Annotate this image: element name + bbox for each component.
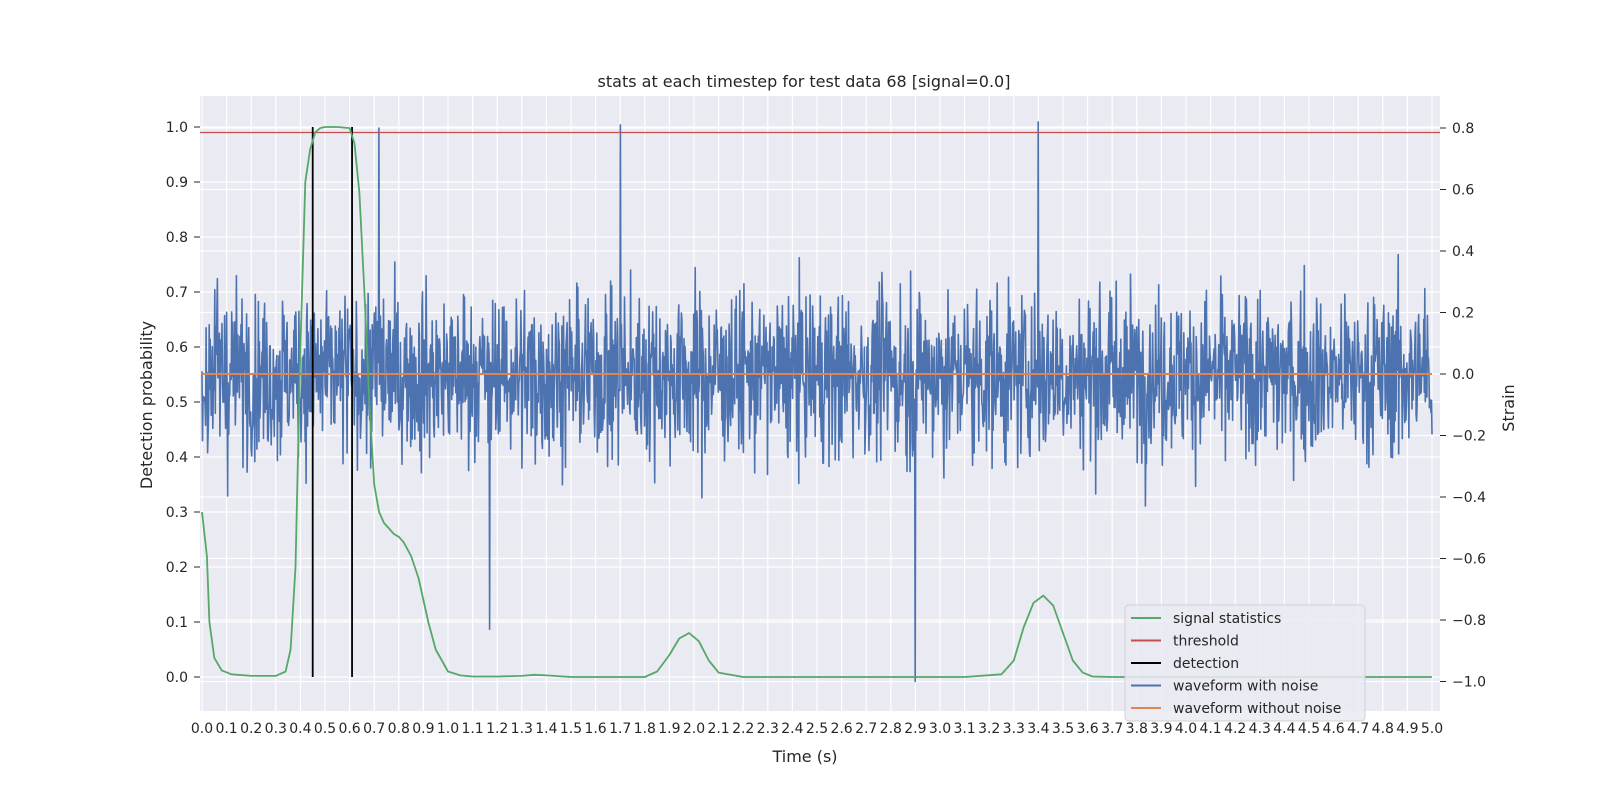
y-tick-label: 0.1 [166, 615, 188, 631]
x-tick-label: 3.5 [1052, 721, 1074, 737]
y2-tick-label: −0.6 [1452, 552, 1486, 568]
x-tick-label: 3.2 [978, 721, 1000, 737]
x-tick-label: 2.0 [683, 721, 705, 737]
y2-tick-label: −0.2 [1452, 429, 1486, 445]
x-tick-label: 1.4 [535, 721, 557, 737]
x-tick-label: 3.6 [1076, 721, 1098, 737]
x-tick-label: 1.2 [486, 721, 508, 737]
x-tick-label: 1.7 [609, 721, 631, 737]
x-tick-label: 3.4 [1027, 721, 1049, 737]
x-tick-label: 1.5 [560, 721, 582, 737]
y-tick-label: 0.5 [166, 395, 188, 411]
x-tick-label: 1.6 [584, 721, 606, 737]
x-tick-label: 4.5 [1298, 721, 1320, 737]
chart-title: stats at each timestep for test data 68 … [598, 72, 1011, 91]
x-tick-label: 0.6 [338, 721, 360, 737]
signal-statistics-path [201, 126, 1432, 678]
x-tick-label: 0.3 [265, 721, 287, 737]
x-tick-label: 1.8 [634, 721, 656, 737]
legend-label: waveform without noise [1173, 701, 1341, 717]
legend-label: waveform with noise [1173, 679, 1318, 695]
x-tick-label: 3.7 [1101, 721, 1123, 737]
y-tick-label: 0.0 [166, 670, 188, 686]
x-tick-label: 2.1 [707, 721, 729, 737]
x-tick-label: 2.6 [830, 721, 852, 737]
y-axis-ticks: 0.0 0.1 0.2 0.3 0.4 0.5 0.6 0.7 0.8 0.9 1.0 [166, 120, 200, 686]
x-tick-label: 0.8 [388, 721, 410, 737]
legend-label: detection [1173, 656, 1239, 672]
signal-statistics-line [201, 126, 1432, 678]
y-tick-label: 0.9 [166, 175, 188, 191]
x-tick-label: 4.2 [1224, 721, 1246, 737]
x-tick-label: 3.0 [929, 721, 951, 737]
y2-tick-label: 0.0 [1452, 367, 1474, 383]
x-tick-label: 2.7 [855, 721, 877, 737]
x-tick-label: 2.8 [880, 721, 902, 737]
x-tick-label: 4.4 [1273, 721, 1295, 737]
legend: signal statistics threshold detection wavef… [1124, 604, 1366, 722]
x-tick-label: 5.0 [1421, 721, 1443, 737]
x-tick-label: 0.0 [191, 721, 213, 737]
y-tick-label: 0.4 [166, 450, 188, 466]
y-axis-label: Detection probability [137, 321, 156, 489]
x-tick-label: 0.2 [240, 721, 262, 737]
x-tick-label: 4.9 [1396, 721, 1418, 737]
x-tick-label: 0.5 [314, 721, 336, 737]
x-tick-label: 2.4 [781, 721, 803, 737]
y-tick-label: 0.6 [166, 340, 188, 356]
x-axis-label: Time (s) [771, 747, 837, 766]
x-tick-label: 2.9 [904, 721, 926, 737]
x-tick-label: 0.7 [363, 721, 385, 737]
y2-axis-label: Strain [1499, 384, 1518, 431]
x-tick-label: 2.5 [806, 721, 828, 737]
legend-label: threshold [1173, 634, 1239, 650]
x-tick-label: 4.8 [1372, 721, 1394, 737]
legend-label: signal statistics [1173, 611, 1281, 627]
x-tick-label: 3.8 [1126, 721, 1148, 737]
y2-tick-label: −1.0 [1452, 675, 1486, 691]
x-tick-label: 4.1 [1199, 721, 1221, 737]
x-tick-label: 0.4 [289, 721, 311, 737]
x-tick-label: 1.1 [461, 721, 483, 737]
x-axis-ticks: 0.0 0.1 0.2 0.3 0.4 0.5 0.6 0.7 0.8 0.9 1.0 1.1 1.2 1… [191, 721, 1443, 737]
y-tick-label: 0.7 [166, 285, 188, 301]
detection-lines [311, 127, 353, 677]
y2-tick-label: 0.2 [1452, 306, 1474, 322]
y-tick-label: 0.3 [166, 505, 188, 521]
y2-tick-label: 0.8 [1452, 121, 1474, 137]
y-tick-label: 0.2 [166, 560, 188, 576]
y2-tick-label: 0.6 [1452, 183, 1474, 199]
x-tick-label: 2.3 [757, 721, 779, 737]
x-tick-label: 3.1 [953, 721, 975, 737]
x-tick-label: 0.1 [215, 721, 237, 737]
y-tick-label: 1.0 [166, 120, 188, 136]
y2-axis-ticks: −1.0 −0.8 −0.6 −0.4 −0.2 0.0 0.2 0.4 0.6 0.8 [1440, 121, 1486, 691]
y2-tick-label: −0.8 [1452, 613, 1486, 629]
x-tick-label: 2.2 [732, 721, 754, 737]
x-tick-label: 1.9 [658, 721, 680, 737]
x-tick-label: 4.3 [1249, 721, 1271, 737]
x-tick-label: 3.3 [1003, 721, 1025, 737]
y2-tick-label: 0.4 [1452, 244, 1474, 260]
x-tick-label: 3.9 [1150, 721, 1172, 737]
x-tick-label: 1.3 [511, 721, 533, 737]
x-tick-label: 1.0 [437, 721, 459, 737]
x-tick-label: 4.6 [1322, 721, 1344, 737]
x-tick-label: 4.7 [1347, 721, 1369, 737]
y-tick-label: 0.8 [166, 230, 188, 246]
x-tick-label: 4.0 [1175, 721, 1197, 737]
y2-tick-label: −0.4 [1452, 490, 1486, 506]
x-tick-label: 0.9 [412, 721, 434, 737]
legend-box [1124, 604, 1366, 722]
